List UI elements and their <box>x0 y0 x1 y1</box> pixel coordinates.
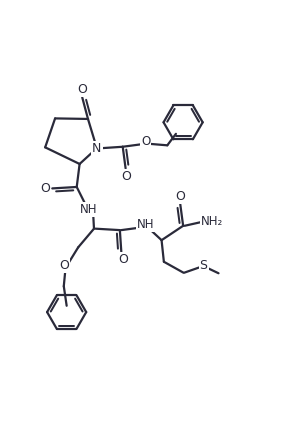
Text: O: O <box>121 171 131 184</box>
Text: S: S <box>200 259 208 272</box>
Text: O: O <box>175 190 185 203</box>
Text: NH: NH <box>80 203 98 216</box>
Text: O: O <box>118 253 128 266</box>
Text: O: O <box>59 259 69 272</box>
Text: N: N <box>92 141 101 155</box>
Text: NH: NH <box>137 218 155 231</box>
Text: O: O <box>40 182 50 195</box>
Text: O: O <box>77 83 87 96</box>
Text: NH₂: NH₂ <box>201 215 223 228</box>
Text: O: O <box>141 135 150 148</box>
